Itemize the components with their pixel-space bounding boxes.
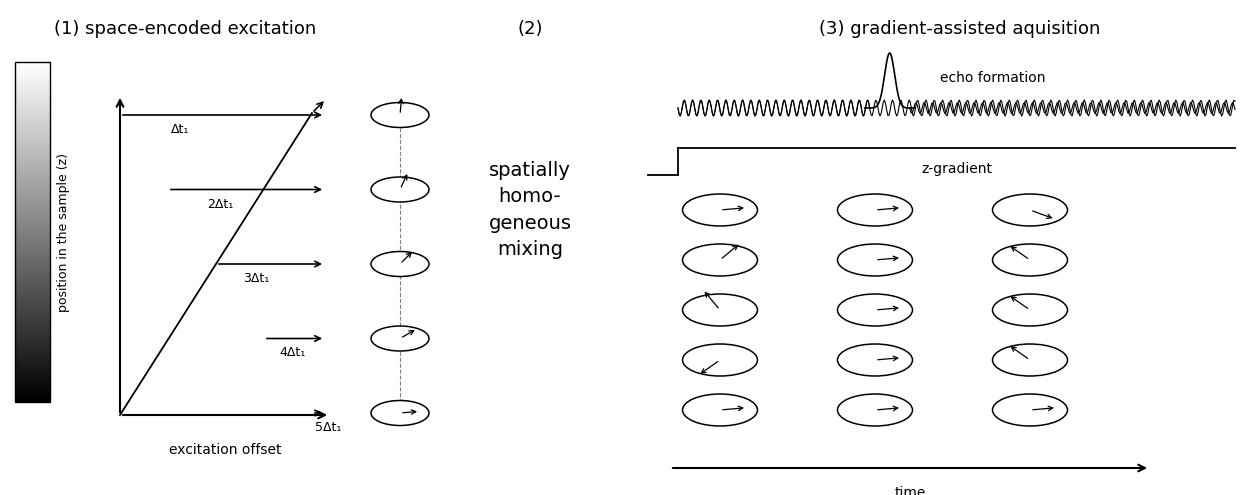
- Ellipse shape: [837, 294, 912, 326]
- Text: (1) space-encoded excitation: (1) space-encoded excitation: [54, 20, 316, 38]
- Ellipse shape: [837, 194, 912, 226]
- Text: time: time: [895, 486, 926, 495]
- Ellipse shape: [683, 394, 758, 426]
- Ellipse shape: [371, 177, 429, 202]
- Text: Δt₁: Δt₁: [171, 123, 190, 136]
- Text: 4Δt₁: 4Δt₁: [280, 346, 306, 359]
- Ellipse shape: [371, 102, 429, 128]
- Bar: [15, 62, 50, 402]
- Text: excitation offset: excitation offset: [168, 443, 281, 457]
- Ellipse shape: [837, 394, 912, 426]
- Ellipse shape: [371, 400, 429, 426]
- Text: spatially
homo-
geneous
mixing: spatially homo- geneous mixing: [488, 161, 572, 259]
- Ellipse shape: [683, 244, 758, 276]
- Text: z-gradient: z-gradient: [921, 162, 992, 176]
- Ellipse shape: [371, 326, 429, 351]
- Ellipse shape: [992, 294, 1067, 326]
- Ellipse shape: [371, 251, 429, 277]
- Ellipse shape: [992, 244, 1067, 276]
- Ellipse shape: [683, 194, 758, 226]
- Ellipse shape: [837, 344, 912, 376]
- Ellipse shape: [683, 294, 758, 326]
- Ellipse shape: [992, 194, 1067, 226]
- Ellipse shape: [837, 244, 912, 276]
- Ellipse shape: [992, 394, 1067, 426]
- Ellipse shape: [683, 344, 758, 376]
- Text: position in the sample (z): position in the sample (z): [57, 152, 70, 311]
- Text: 2Δt₁: 2Δt₁: [207, 198, 233, 210]
- Ellipse shape: [992, 344, 1067, 376]
- Text: (3) gradient-assisted aquisition: (3) gradient-assisted aquisition: [820, 20, 1101, 38]
- Text: (2): (2): [517, 20, 543, 38]
- Text: echo formation: echo formation: [940, 71, 1045, 85]
- Text: 3Δt₁: 3Δt₁: [243, 272, 270, 285]
- Text: 5Δt₁: 5Δt₁: [316, 421, 342, 434]
